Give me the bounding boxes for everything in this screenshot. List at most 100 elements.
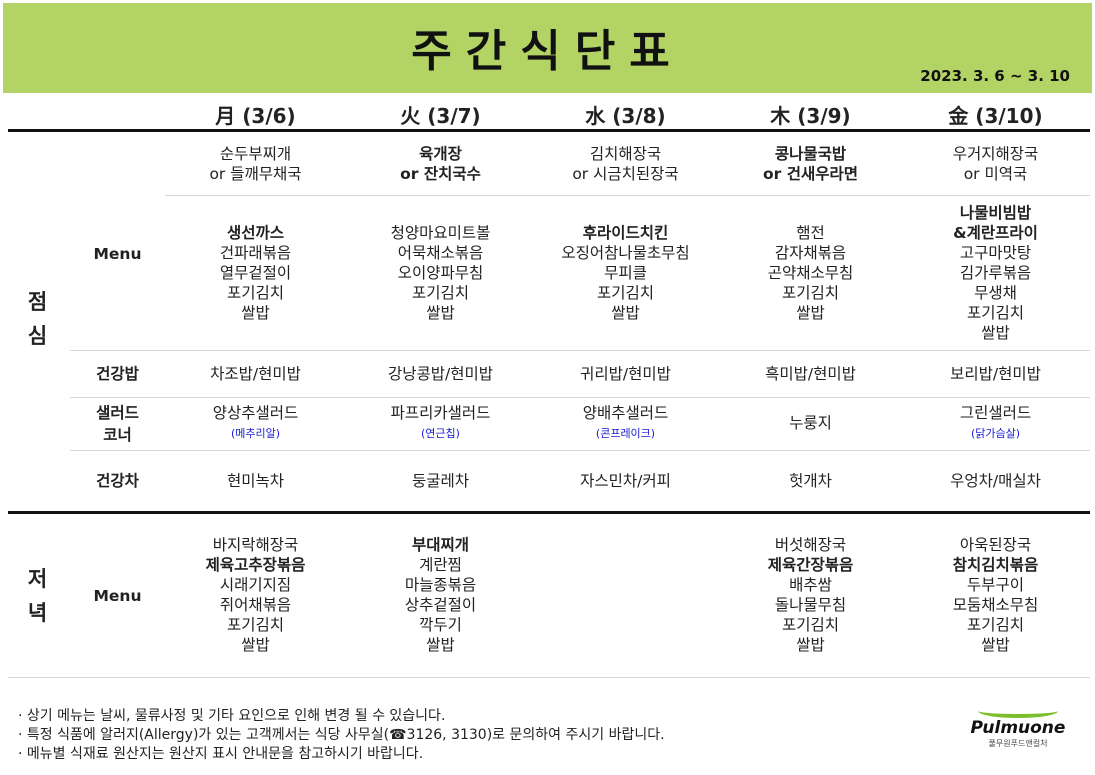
menu-item: 계란찜 <box>419 556 462 574</box>
menu-item: 쌀밥 <box>426 636 455 654</box>
menu-item: 깍두기 <box>419 616 462 634</box>
menu-item: 포기김치 <box>226 616 285 634</box>
label-salad: 샐러드 코너 <box>96 404 139 444</box>
menu-item: 제육고추장볶음 <box>205 556 306 574</box>
menu-item: 생선까스 <box>226 224 285 242</box>
dinner-menu-cell: 아욱된장국 참치김치볶음 두부구이 모둠채소무침 포기김치 쌀밥 <box>903 535 1088 655</box>
rice-cell: 흑미밥/현미밥 <box>765 365 856 383</box>
menu-item: 무피클 <box>604 264 647 282</box>
menu-item: 배추쌈 <box>789 576 832 594</box>
menu-item: 부대찌개 <box>411 536 470 554</box>
menu-item: or 시금치된장국 <box>572 165 679 183</box>
menu-item: 참치김치볶음 <box>952 556 1039 574</box>
menu-item: or 잔치국수 <box>400 165 481 183</box>
menu-item: 곤약채소무침 <box>767 264 854 282</box>
menu-item: 상추겉절이 <box>404 596 477 614</box>
page-title: 주간식단표 <box>411 26 684 77</box>
salad-cell: 누룽지 <box>718 413 903 433</box>
menu-item: 무생채 <box>974 284 1017 302</box>
menu-item: 쌀밥 <box>426 304 455 322</box>
salad-cell: 파프리카샐러드 (연근칩) <box>348 403 533 442</box>
footer-note: · 특정 식품에 알러지(Allergy)가 있는 고객께서는 식당 사무실(☎… <box>18 727 665 743</box>
tea-cell: 둥굴레차 <box>411 472 470 490</box>
lunch-soup-cell: 순두부찌개 or 들깨무채국 <box>163 144 348 184</box>
logo-name: Pulmuone <box>970 718 1066 738</box>
menu-item: 포기김치 <box>411 284 470 302</box>
menu-item: 쌀밥 <box>796 636 825 654</box>
menu-item: 열무겉절이 <box>219 264 292 282</box>
salad-name: 양배추샐러드 <box>582 404 669 422</box>
day-header: 火 (3/7) <box>400 104 481 128</box>
section-dinner: 저 녁 <box>27 567 48 625</box>
label-menu: Menu <box>93 245 142 263</box>
divider <box>165 195 1090 196</box>
tea-cell: 현미녹차 <box>226 472 285 490</box>
menu-item: or 들깨무채국 <box>209 165 302 183</box>
divider <box>8 129 1090 132</box>
menu-item: 포기김치 <box>596 284 655 302</box>
menu-item: 포기김치 <box>781 284 840 302</box>
menu-item: or 건새우라면 <box>763 165 858 183</box>
salad-name: 그린샐러드 <box>959 404 1032 422</box>
day-header: 金 (3/10) <box>948 104 1043 128</box>
divider <box>8 677 1090 678</box>
menu-item: 포기김치 <box>966 304 1025 322</box>
menu-item: 감자채볶음 <box>774 244 847 262</box>
divider <box>70 350 1090 351</box>
menu-item: 나물비빔밥 <box>959 204 1032 222</box>
menu-item: 돌나물무침 <box>774 596 847 614</box>
menu-item: 버섯해장국 <box>774 536 847 554</box>
menu-item: 김가루볶음 <box>959 264 1032 282</box>
rice-cell: 보리밥/현미밥 <box>950 365 1041 383</box>
section-lunch: 점 심 <box>27 290 48 348</box>
menu-item: 육개장 <box>419 145 462 163</box>
logo-arc-icon <box>978 704 1058 718</box>
salad-cell: 양배추샐러드 (콘프레이크) <box>533 403 718 442</box>
header-banner: 주간식단표 2023. 3. 6 ~ 3. 10 <box>3 3 1092 93</box>
menu-item: 제육간장볶음 <box>767 556 854 574</box>
menu-item: 아욱된장국 <box>959 536 1032 554</box>
menu-item: 시래기지짐 <box>219 576 292 594</box>
tea-cell: 헛개차 <box>789 472 832 490</box>
menu-item: 어묵채소볶음 <box>397 244 484 262</box>
lunch-main-cell: 나물비빔밥 &계란프라이 고구마맛탕 김가루볶음 무생채 포기김치 쌀밥 <box>903 203 1088 343</box>
dinner-menu-cell: 바지락해장국 제육고추장볶음 시래기지짐 쥐어채볶음 포기김치 쌀밥 <box>163 535 348 655</box>
lunch-main-cell: 생선까스 건파래볶음 열무겉절이 포기김치 쌀밥 <box>163 223 348 323</box>
lunch-main-cell: 후라이드치킨 오징어참나물초무침 무피클 포기김치 쌀밥 <box>533 223 718 323</box>
label-rice: 건강밥 <box>96 365 139 383</box>
menu-item: 모둠채소무침 <box>952 596 1039 614</box>
menu-item: 쌀밥 <box>241 636 270 654</box>
salad-name: 양상추샐러드 <box>212 404 299 422</box>
label-dinner-menu: Menu <box>93 587 142 605</box>
menu-item: 오이양파무침 <box>397 264 484 282</box>
salad-topping: (콘프레이크) <box>595 427 656 440</box>
menu-item: 포기김치 <box>226 284 285 302</box>
salad-name: 누룽지 <box>789 414 832 432</box>
day-header: 木 (3/9) <box>770 104 851 128</box>
tea-cell: 우엉차/매실차 <box>950 472 1041 490</box>
lunch-soup-cell: 콩나물국밥 or 건새우라면 <box>718 144 903 184</box>
salad-topping: (연근칩) <box>421 427 460 440</box>
menu-item: &계란프라이 <box>953 224 1038 242</box>
rice-cell: 차조밥/현미밥 <box>210 365 301 383</box>
menu-item: 오징어참나물초무침 <box>561 244 690 262</box>
menu-item: 쥐어채볶음 <box>219 596 292 614</box>
lunch-soup-cell: 육개장 or 잔치국수 <box>348 144 533 184</box>
menu-item: 김치해장국 <box>589 145 662 163</box>
salad-topping: (메추리알) <box>230 427 281 440</box>
menu-item: 마늘종볶음 <box>404 576 477 594</box>
menu-item: 청양마요미트볼 <box>390 224 491 242</box>
dinner-menu-cell: 버섯해장국 제육간장볶음 배추쌈 돌나물무침 포기김치 쌀밥 <box>718 535 903 655</box>
salad-cell: 양상추샐러드 (메추리알) <box>163 403 348 442</box>
menu-item: 쌀밥 <box>611 304 640 322</box>
menu-item: 쌀밥 <box>241 304 270 322</box>
menu-item: 쌀밥 <box>796 304 825 322</box>
pulmuone-logo: Pulmuone 풀무원푸드앤컬처 <box>968 704 1068 756</box>
label-tea: 건강차 <box>96 472 139 490</box>
menu-item: or 미역국 <box>963 165 1028 183</box>
menu-item: 쌀밥 <box>981 636 1010 654</box>
menu-item: 콩나물국밥 <box>774 145 847 163</box>
salad-topping: (닭가슴살) <box>970 427 1021 440</box>
lunch-soup-cell: 우거지해장국 or 미역국 <box>903 144 1088 184</box>
